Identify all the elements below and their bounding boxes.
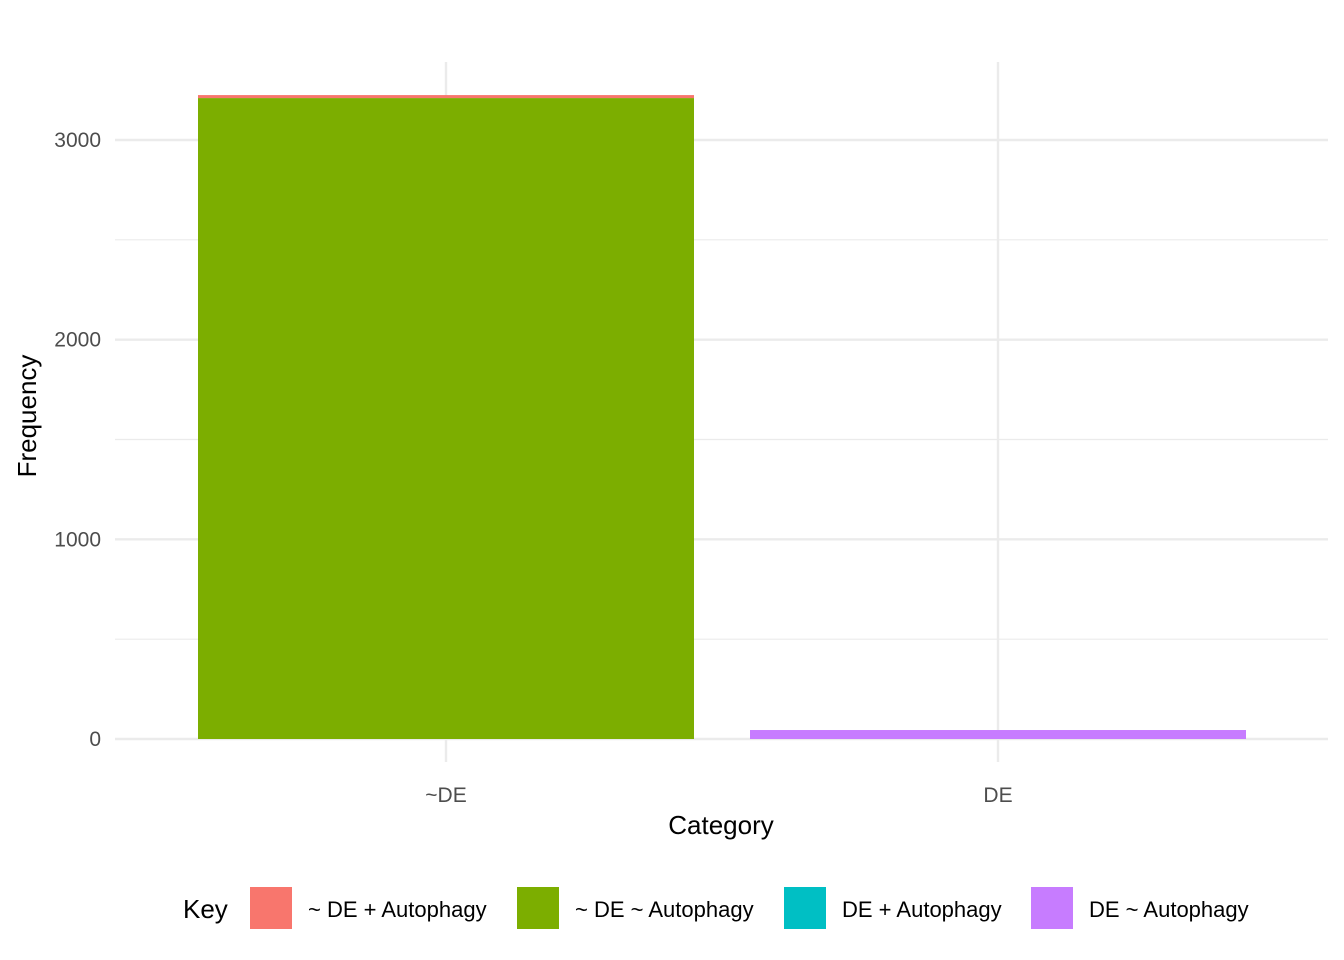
y-tick-label: 0	[89, 728, 101, 751]
legend-swatch	[517, 887, 559, 929]
x-tick-label: ~DE	[425, 784, 466, 807]
legend-swatch	[250, 887, 292, 929]
x-tick-label: DE	[983, 784, 1012, 807]
y-axis-title: Frequency	[12, 355, 42, 478]
legend-swatch	[784, 887, 826, 929]
bar-segment-1-3	[750, 730, 1246, 739]
bar-segment-0-1	[198, 98, 694, 739]
y-tick-label: 1000	[54, 528, 101, 551]
bars	[198, 95, 1246, 739]
legend-swatch	[1031, 887, 1073, 929]
legend-label: ~ DE + Autophagy	[308, 897, 487, 922]
y-axis-ticks: 0 1000 2000 3000	[54, 129, 101, 751]
x-axis-ticks: ~DE DE	[425, 784, 1012, 807]
y-tick-label: 2000	[54, 329, 101, 352]
legend: Key ~ DE + Autophagy ~ DE ~ Autophagy DE +…	[183, 887, 1249, 929]
x-axis-title: Category	[668, 810, 774, 840]
bar-segment-0-0	[198, 95, 694, 99]
legend-label: DE ~ Autophagy	[1089, 897, 1249, 922]
y-tick-label: 3000	[54, 129, 101, 152]
legend-label: ~ DE ~ Autophagy	[575, 897, 754, 922]
legend-label: DE + Autophagy	[842, 897, 1002, 922]
legend-title: Key	[183, 894, 228, 924]
